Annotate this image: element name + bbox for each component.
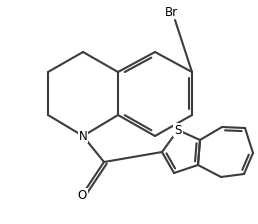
Text: Br: Br [164,6,178,19]
Text: N: N [79,129,87,142]
Text: O: O [77,189,87,202]
Text: S: S [174,123,182,136]
